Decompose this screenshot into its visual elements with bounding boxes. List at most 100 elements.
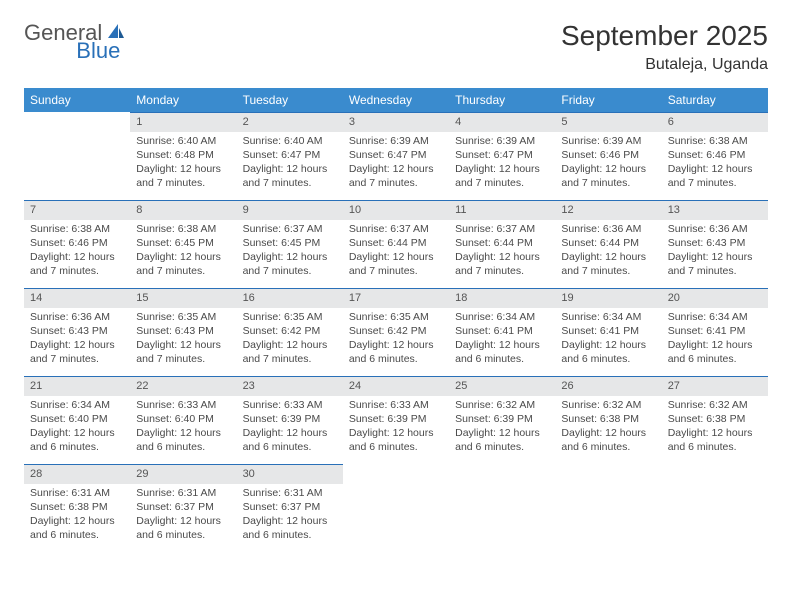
day-number: 24 <box>343 376 449 396</box>
sunrise-text: Sunrise: 6:38 AM <box>136 222 230 236</box>
day-number: 28 <box>24 464 130 484</box>
sunrise-text: Sunrise: 6:36 AM <box>30 310 124 324</box>
daylight-text: Daylight: 12 hours and 7 minutes. <box>561 250 655 278</box>
weekday-header-row: Sunday Monday Tuesday Wednesday Thursday… <box>24 88 768 112</box>
day-body: Sunrise: 6:39 AMSunset: 6:47 PMDaylight:… <box>343 132 449 195</box>
day-number: 12 <box>555 200 661 220</box>
day-number: 16 <box>237 288 343 308</box>
day-body: Sunrise: 6:34 AMSunset: 6:40 PMDaylight:… <box>24 396 130 459</box>
sunset-text: Sunset: 6:39 PM <box>349 412 443 426</box>
calendar-cell: 1Sunrise: 6:40 AMSunset: 6:48 PMDaylight… <box>130 112 236 200</box>
daylight-text: Daylight: 12 hours and 7 minutes. <box>349 162 443 190</box>
sunset-text: Sunset: 6:43 PM <box>668 236 762 250</box>
day-number: 13 <box>662 200 768 220</box>
calendar-cell: 14Sunrise: 6:36 AMSunset: 6:43 PMDayligh… <box>24 288 130 376</box>
sunrise-text: Sunrise: 6:37 AM <box>349 222 443 236</box>
calendar-cell: 27Sunrise: 6:32 AMSunset: 6:38 PMDayligh… <box>662 376 768 464</box>
daylight-text: Daylight: 12 hours and 7 minutes. <box>349 250 443 278</box>
sunset-text: Sunset: 6:43 PM <box>136 324 230 338</box>
day-body: Sunrise: 6:34 AMSunset: 6:41 PMDaylight:… <box>555 308 661 371</box>
sunset-text: Sunset: 6:41 PM <box>455 324 549 338</box>
day-body: Sunrise: 6:37 AMSunset: 6:44 PMDaylight:… <box>343 220 449 283</box>
daylight-text: Daylight: 12 hours and 6 minutes. <box>349 338 443 366</box>
calendar-cell: 30Sunrise: 6:31 AMSunset: 6:37 PMDayligh… <box>237 464 343 552</box>
brand-word2: Blue <box>76 38 120 64</box>
day-body: Sunrise: 6:40 AMSunset: 6:47 PMDaylight:… <box>237 132 343 195</box>
day-body: Sunrise: 6:39 AMSunset: 6:47 PMDaylight:… <box>449 132 555 195</box>
day-body: Sunrise: 6:38 AMSunset: 6:45 PMDaylight:… <box>130 220 236 283</box>
day-body: Sunrise: 6:35 AMSunset: 6:42 PMDaylight:… <box>237 308 343 371</box>
calendar-cell: 2Sunrise: 6:40 AMSunset: 6:47 PMDaylight… <box>237 112 343 200</box>
day-body: Sunrise: 6:32 AMSunset: 6:39 PMDaylight:… <box>449 396 555 459</box>
calendar-row: 21Sunrise: 6:34 AMSunset: 6:40 PMDayligh… <box>24 376 768 464</box>
day-number: 3 <box>343 112 449 132</box>
day-number: 26 <box>555 376 661 396</box>
daylight-text: Daylight: 12 hours and 7 minutes. <box>136 162 230 190</box>
calendar-cell <box>555 464 661 552</box>
daylight-text: Daylight: 12 hours and 7 minutes. <box>136 338 230 366</box>
calendar-cell: 4Sunrise: 6:39 AMSunset: 6:47 PMDaylight… <box>449 112 555 200</box>
sunrise-text: Sunrise: 6:34 AM <box>561 310 655 324</box>
day-body: Sunrise: 6:31 AMSunset: 6:38 PMDaylight:… <box>24 484 130 547</box>
sunset-text: Sunset: 6:45 PM <box>136 236 230 250</box>
day-body: Sunrise: 6:37 AMSunset: 6:44 PMDaylight:… <box>449 220 555 283</box>
daylight-text: Daylight: 12 hours and 7 minutes. <box>455 250 549 278</box>
weekday-header: Tuesday <box>237 88 343 112</box>
calendar-cell: 9Sunrise: 6:37 AMSunset: 6:45 PMDaylight… <box>237 200 343 288</box>
sunset-text: Sunset: 6:44 PM <box>561 236 655 250</box>
day-body: Sunrise: 6:37 AMSunset: 6:45 PMDaylight:… <box>237 220 343 283</box>
day-number: 5 <box>555 112 661 132</box>
daylight-text: Daylight: 12 hours and 6 minutes. <box>668 338 762 366</box>
sunrise-text: Sunrise: 6:37 AM <box>455 222 549 236</box>
sunset-text: Sunset: 6:47 PM <box>455 148 549 162</box>
sunrise-text: Sunrise: 6:34 AM <box>455 310 549 324</box>
calendar-cell: 15Sunrise: 6:35 AMSunset: 6:43 PMDayligh… <box>130 288 236 376</box>
day-number: 18 <box>449 288 555 308</box>
sunset-text: Sunset: 6:48 PM <box>136 148 230 162</box>
day-number: 29 <box>130 464 236 484</box>
sunrise-text: Sunrise: 6:36 AM <box>668 222 762 236</box>
day-number: 22 <box>130 376 236 396</box>
day-body: Sunrise: 6:33 AMSunset: 6:39 PMDaylight:… <box>237 396 343 459</box>
sunset-text: Sunset: 6:46 PM <box>30 236 124 250</box>
calendar-cell: 22Sunrise: 6:33 AMSunset: 6:40 PMDayligh… <box>130 376 236 464</box>
sunset-text: Sunset: 6:46 PM <box>668 148 762 162</box>
sunrise-text: Sunrise: 6:34 AM <box>30 398 124 412</box>
daylight-text: Daylight: 12 hours and 6 minutes. <box>349 426 443 454</box>
sunrise-text: Sunrise: 6:33 AM <box>243 398 337 412</box>
calendar-cell: 16Sunrise: 6:35 AMSunset: 6:42 PMDayligh… <box>237 288 343 376</box>
day-number: 30 <box>237 464 343 484</box>
calendar-cell: 21Sunrise: 6:34 AMSunset: 6:40 PMDayligh… <box>24 376 130 464</box>
weekday-header: Sunday <box>24 88 130 112</box>
daylight-text: Daylight: 12 hours and 6 minutes. <box>136 514 230 542</box>
day-body: Sunrise: 6:34 AMSunset: 6:41 PMDaylight:… <box>449 308 555 371</box>
daylight-text: Daylight: 12 hours and 7 minutes. <box>668 162 762 190</box>
sunset-text: Sunset: 6:46 PM <box>561 148 655 162</box>
day-number: 19 <box>555 288 661 308</box>
month-title: September 2025 <box>561 20 768 52</box>
sunset-text: Sunset: 6:38 PM <box>30 500 124 514</box>
sunrise-text: Sunrise: 6:35 AM <box>243 310 337 324</box>
calendar-cell: 8Sunrise: 6:38 AMSunset: 6:45 PMDaylight… <box>130 200 236 288</box>
sunrise-text: Sunrise: 6:39 AM <box>455 134 549 148</box>
day-number: 27 <box>662 376 768 396</box>
day-body: Sunrise: 6:31 AMSunset: 6:37 PMDaylight:… <box>237 484 343 547</box>
calendar-cell <box>449 464 555 552</box>
daylight-text: Daylight: 12 hours and 7 minutes. <box>668 250 762 278</box>
calendar-cell: 18Sunrise: 6:34 AMSunset: 6:41 PMDayligh… <box>449 288 555 376</box>
sunset-text: Sunset: 6:42 PM <box>349 324 443 338</box>
sunrise-text: Sunrise: 6:33 AM <box>136 398 230 412</box>
day-number: 9 <box>237 200 343 220</box>
calendar-cell: 6Sunrise: 6:38 AMSunset: 6:46 PMDaylight… <box>662 112 768 200</box>
daylight-text: Daylight: 12 hours and 6 minutes. <box>561 426 655 454</box>
weekday-header: Monday <box>130 88 236 112</box>
sunrise-text: Sunrise: 6:33 AM <box>349 398 443 412</box>
location-label: Butaleja, Uganda <box>561 56 768 74</box>
calendar-cell: 10Sunrise: 6:37 AMSunset: 6:44 PMDayligh… <box>343 200 449 288</box>
calendar-row: 7Sunrise: 6:38 AMSunset: 6:46 PMDaylight… <box>24 200 768 288</box>
day-number: 23 <box>237 376 343 396</box>
calendar-cell: 23Sunrise: 6:33 AMSunset: 6:39 PMDayligh… <box>237 376 343 464</box>
daylight-text: Daylight: 12 hours and 6 minutes. <box>30 514 124 542</box>
sunset-text: Sunset: 6:39 PM <box>243 412 337 426</box>
sunrise-text: Sunrise: 6:40 AM <box>243 134 337 148</box>
